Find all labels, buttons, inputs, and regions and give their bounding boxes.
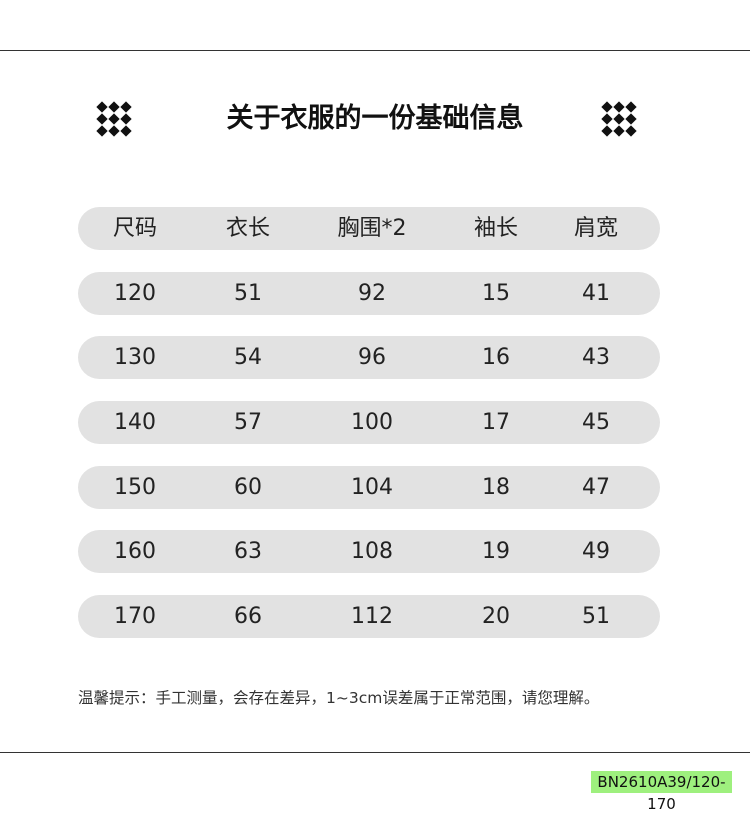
page-title: 关于衣服的一份基础信息 (226, 103, 524, 134)
table-cell: 41 (582, 281, 610, 306)
table-cell: 45 (582, 410, 610, 435)
table-cell: 92 (358, 281, 386, 306)
table-cell: 104 (351, 475, 393, 500)
table-cell: 54 (234, 345, 262, 370)
header-cell: 尺码 (112, 216, 157, 241)
table-cell: 17 (482, 410, 510, 435)
table-cell: 170 (114, 604, 156, 629)
table-cell: 66 (234, 604, 262, 629)
header-cell: 衣长 (225, 216, 270, 241)
table-cell: 120 (114, 281, 156, 306)
table-cell: 51 (234, 281, 262, 306)
header-cell: 胸围*2 (337, 216, 407, 241)
table-row: 160 63 108 19 49 (78, 530, 660, 573)
table-cell: 63 (234, 539, 262, 564)
table-cell: 43 (582, 345, 610, 370)
table-cell: 20 (482, 604, 510, 629)
table-cell: 130 (114, 345, 156, 370)
table-cell: 108 (351, 539, 393, 564)
table-cell: 112 (351, 604, 393, 629)
table-cell: 140 (114, 410, 156, 435)
table-row: 130 54 96 16 43 (78, 336, 660, 379)
table-cell: 15 (482, 281, 510, 306)
bottom-divider (0, 752, 750, 753)
table-cell: 18 (482, 475, 510, 500)
table-cell: 160 (114, 539, 156, 564)
table-cell: 47 (582, 475, 610, 500)
table-row: 170 66 112 20 51 (78, 595, 660, 638)
table-row: 140 57 100 17 45 (78, 401, 660, 444)
table-row: 120 51 92 15 41 (78, 272, 660, 315)
header-cell: 袖长 (473, 216, 518, 241)
measurement-note: 温馨提示：手工测量，会存在差异，1~3cm误差属于正常范围，请您理解。 (78, 689, 600, 707)
diamond-pattern-icon (601, 101, 637, 137)
table-cell: 100 (351, 410, 393, 435)
table-header-row: 尺码 衣长 胸围*2 袖长 肩宽 (78, 207, 660, 250)
table-row: 150 60 104 18 47 (78, 466, 660, 509)
table-cell: 96 (358, 345, 386, 370)
product-code-badge: BN2610A39/120-170 (591, 771, 732, 813)
table-cell: 60 (234, 475, 262, 500)
table-cell: 16 (482, 345, 510, 370)
header-cell: 肩宽 (573, 216, 618, 241)
top-divider (0, 50, 750, 51)
table-cell: 150 (114, 475, 156, 500)
table-cell: 19 (482, 539, 510, 564)
table-cell: 49 (582, 539, 610, 564)
table-cell: 57 (234, 410, 262, 435)
table-cell: 51 (582, 604, 610, 629)
